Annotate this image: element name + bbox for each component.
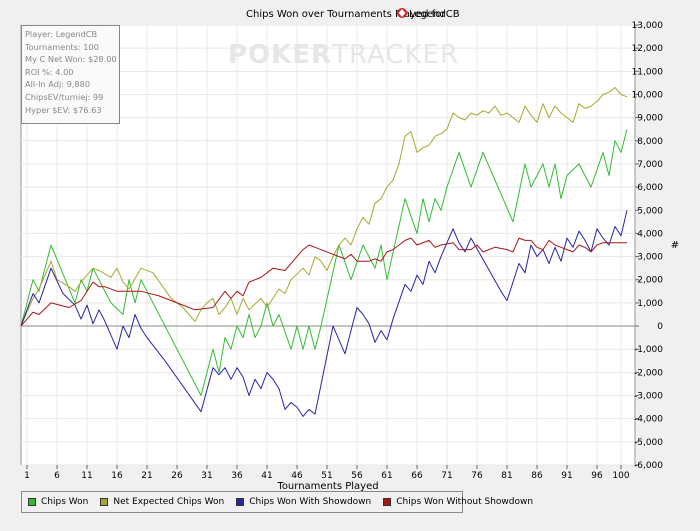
x-tick-label: 56 xyxy=(351,471,363,481)
y-tick-label: 10,000 xyxy=(632,90,664,100)
stat-allin-adj: All-In Adj: 9,880 xyxy=(25,79,91,90)
legend: Chips Won Net Expected Chips Won Chips W… xyxy=(21,491,533,513)
y-tick-label: 3,000 xyxy=(637,253,663,263)
y-tick-label: -3,000 xyxy=(634,392,663,402)
x-tick-label: 41 xyxy=(261,471,272,481)
x-tick-label: 31 xyxy=(201,471,212,481)
y-tick-label: 7,000 xyxy=(637,160,663,170)
stat-tournaments: Tournaments: 100 xyxy=(25,41,99,52)
stat-chips-ev: ChipsEV/turniej: 99 xyxy=(25,91,104,102)
y-tick-label: -6,000 xyxy=(634,461,663,471)
chart-title: Chips Won over Tournaments Played for xyxy=(246,9,446,20)
x-tick-label: 21 xyxy=(141,471,152,481)
x-tick-label: 81 xyxy=(501,471,512,481)
y-tick-label: -4,000 xyxy=(634,415,663,425)
x-tick-label: 76 xyxy=(471,471,483,481)
legend-swatch xyxy=(236,498,245,506)
y-axis-label: # xyxy=(671,240,679,251)
legend-item-with-showdown[interactable]: Chips Won With Showdown xyxy=(236,497,371,507)
y-tick-label: 1,000 xyxy=(637,299,663,309)
x-tick-label: 51 xyxy=(321,471,332,481)
x-tick-label: 26 xyxy=(171,471,183,481)
stat-player: Player: LegendCB xyxy=(25,29,98,39)
x-tick-label: 91 xyxy=(561,471,572,481)
series-line-1 xyxy=(20,87,628,327)
x-tick-label: 86 xyxy=(531,471,543,481)
stat-roi: ROI %: 4.00 xyxy=(25,66,74,77)
x-tick-label: 6 xyxy=(54,471,60,481)
x-tick-label: 96 xyxy=(591,471,603,481)
legend-swatch xyxy=(28,498,36,506)
x-tick-label: 66 xyxy=(411,471,423,481)
stats-box: Player: LegendCB Tournaments: 100 My C N… xyxy=(21,25,120,124)
y-tick-label: 0 xyxy=(657,322,663,332)
plot-area xyxy=(20,24,636,466)
stat-net-won: My C Net Won: $28.00 xyxy=(25,54,117,65)
x-tick-label: 61 xyxy=(381,471,392,481)
stat-hyper-sev: Hyper $EV: $76.63 xyxy=(25,104,102,115)
x-tick-label: 71 xyxy=(441,471,452,481)
y-tick-label: -2,000 xyxy=(634,368,663,378)
x-tick-label: 11 xyxy=(81,471,92,481)
y-tick-label: -5,000 xyxy=(634,438,663,448)
legend-item-chips-won[interactable]: Chips Won xyxy=(28,497,88,507)
legend-swatch xyxy=(100,498,109,506)
watermark-bold: POKER xyxy=(228,40,333,70)
y-tick-label: 11,000 xyxy=(632,67,664,77)
legend-swatch xyxy=(383,498,392,506)
y-tick-label: 13,000 xyxy=(632,21,664,31)
legend-item-without-showdown[interactable]: Chips Won Without Showdown xyxy=(383,497,533,507)
y-tick-label: 5,000 xyxy=(637,206,663,216)
pokertracker-watermark: POKERTRACKER xyxy=(228,40,459,70)
y-tick-label: 12,000 xyxy=(632,44,664,54)
legend-label: Chips Won xyxy=(41,497,89,507)
y-tick-label: 6,000 xyxy=(637,183,663,193)
chart-title-player: LegendCB xyxy=(409,9,460,20)
y-tick-label: 4,000 xyxy=(637,229,663,239)
x-tick-label: 46 xyxy=(291,471,303,481)
y-tick-label: 2,000 xyxy=(637,276,663,286)
pokertracker-logo-icon xyxy=(397,8,407,18)
legend-label: Chips Won Without Showdown xyxy=(396,497,534,507)
y-tick-label: -1,000 xyxy=(634,345,663,355)
y-tick-label: 9,000 xyxy=(637,114,663,124)
series-line-2 xyxy=(20,210,628,417)
x-tick-label: 100 xyxy=(612,471,629,481)
legend-item-net-expected[interactable]: Net Expected Chips Won xyxy=(100,497,224,507)
x-tick-label: 16 xyxy=(111,471,123,481)
watermark-light: TRACKER xyxy=(332,40,460,70)
legend-label: Net Expected Chips Won xyxy=(113,497,225,507)
y-tick-label: 8,000 xyxy=(637,137,663,147)
series-line-3 xyxy=(20,237,627,327)
legend-label: Chips Won With Showdown xyxy=(249,497,372,507)
x-axis-label: Tournaments Played xyxy=(276,481,378,492)
x-tick-label: 1 xyxy=(24,471,30,481)
x-tick-label: 36 xyxy=(231,471,243,481)
